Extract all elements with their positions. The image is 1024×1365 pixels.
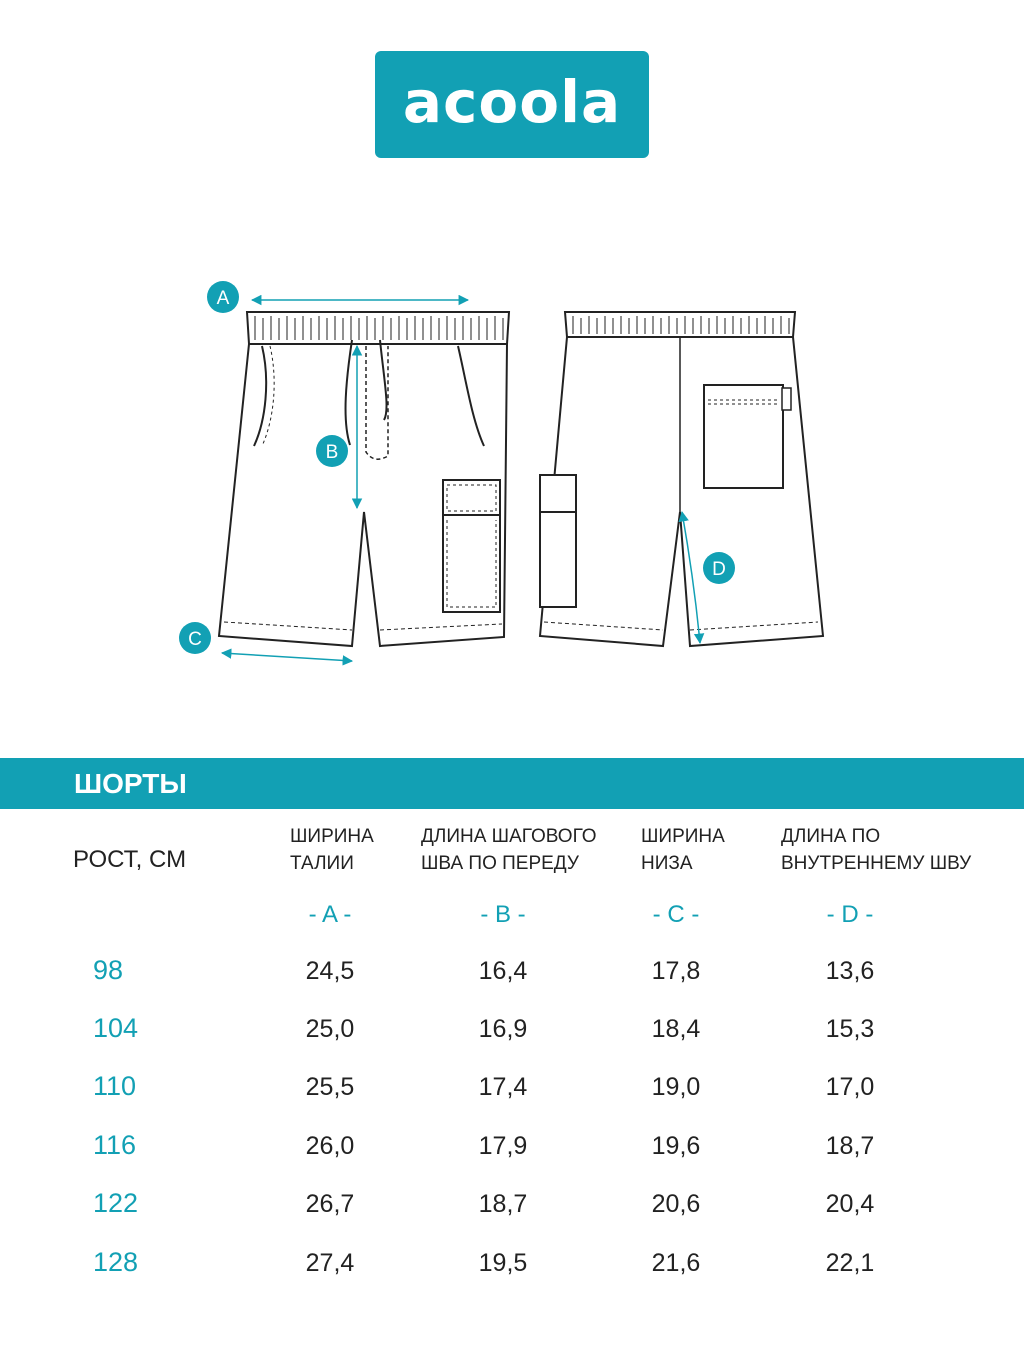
front-waistband-ruching — [254, 316, 504, 340]
logo-text: acoola — [402, 67, 622, 136]
size-cell: 116 — [93, 1130, 137, 1160]
value-cell: 18,4 — [651, 1015, 701, 1043]
back-cargo-pocket — [539, 474, 577, 608]
value-cell: 24,5 — [305, 957, 355, 985]
value-cell: 16,4 — [478, 957, 528, 985]
marker-b: B — [316, 435, 348, 467]
column-header-d: ДЛИНА ПО ВНУТРЕННЕМУ ШВУ — [781, 826, 972, 874]
front-body — [217, 343, 509, 648]
height-header: РОСТ, СМ — [73, 846, 187, 873]
value-cell: 17,8 — [651, 957, 701, 985]
value-cell: 22,1 — [825, 1249, 875, 1277]
marker-c-label: C — [188, 629, 202, 650]
value-cell: 27,4 — [305, 1249, 355, 1277]
back-waistband-ruching — [572, 316, 790, 334]
front-waistband — [245, 311, 511, 345]
arrow-c — [220, 648, 354, 666]
column-letter-a: - A - — [308, 901, 352, 928]
shorts-diagram: A B C D — [179, 281, 825, 666]
arrow-d — [678, 510, 705, 645]
size-cell: 110 — [93, 1071, 137, 1101]
back-body — [538, 336, 825, 648]
value-cell: 19,6 — [651, 1132, 701, 1160]
size-cell: 104 — [93, 1013, 139, 1043]
marker-c: C — [179, 622, 211, 654]
value-cell: 25,0 — [305, 1015, 355, 1043]
front-right-pocket — [457, 345, 485, 447]
value-cell: 16,9 — [478, 1015, 528, 1043]
value-cell: 18,7 — [825, 1132, 875, 1160]
value-cell: 26,7 — [305, 1190, 355, 1218]
marker-d: D — [703, 552, 735, 584]
marker-d-label: D — [712, 559, 726, 580]
value-cell: 15,3 — [825, 1015, 875, 1043]
table-title-band: ШОРТЫ — [0, 758, 1024, 809]
value-cell: 17,4 — [478, 1073, 528, 1101]
value-cell: 17,9 — [478, 1132, 528, 1160]
value-cell: 19,5 — [478, 1249, 528, 1277]
value-cell: 20,4 — [825, 1190, 875, 1218]
value-cell: 26,0 — [305, 1132, 355, 1160]
value-cell: 18,7 — [478, 1190, 528, 1218]
back-label — [781, 387, 792, 411]
column-header-b: ДЛИНА ШАГОВОГО ШВА ПО ПЕРЕДУ — [421, 826, 597, 874]
value-cell: 13,6 — [825, 957, 875, 985]
size-cell: 122 — [93, 1188, 139, 1218]
column-letter-b: - B - — [480, 901, 526, 928]
value-cell: 25,5 — [305, 1073, 355, 1101]
value-cell: 20,6 — [651, 1190, 701, 1218]
marker-a: A — [207, 281, 239, 313]
marker-b-label: B — [326, 442, 339, 463]
column-letter-d: - D - — [826, 901, 874, 928]
brand-logo: acoola — [375, 51, 649, 158]
table-title: ШОРТЫ — [74, 768, 187, 799]
front-view — [217, 311, 511, 648]
column-header-a: ШИРИНА ТАЛИИ — [290, 826, 374, 874]
front-left-pocket — [253, 345, 268, 447]
back-patch-pocket — [703, 384, 784, 489]
column-header-c: ШИРИНА НИЗА — [641, 826, 725, 874]
back-view — [538, 311, 825, 648]
value-cell: 19,0 — [651, 1073, 701, 1101]
marker-a-label: A — [217, 288, 230, 309]
size-cell: 98 — [93, 955, 124, 985]
value-cell: 17,0 — [825, 1073, 875, 1101]
column-letter-c: - C - — [652, 901, 700, 928]
front-fly — [365, 346, 389, 460]
back-waistband — [563, 311, 797, 338]
drawstring — [344, 339, 388, 446]
value-cell: 21,6 — [651, 1249, 701, 1277]
size-cell: 128 — [93, 1247, 139, 1277]
